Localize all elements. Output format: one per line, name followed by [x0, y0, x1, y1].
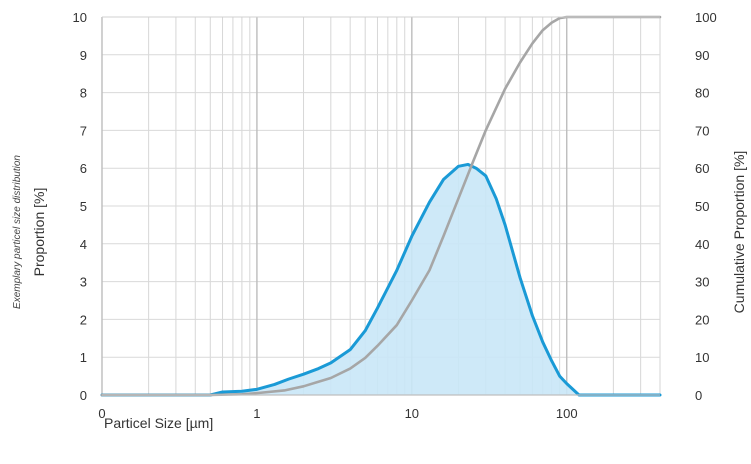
y2-tick-label: 0	[695, 388, 702, 403]
distribution-area	[102, 164, 660, 395]
x-tick-label: 10	[405, 406, 419, 421]
distribution-line	[100, 162, 662, 397]
y-tick-label: 3	[80, 275, 87, 290]
y-tick-label: 0	[80, 388, 87, 403]
y2-tick-label: 20	[695, 312, 709, 327]
x-tick-label: 0	[98, 406, 105, 421]
x-axis-title: Particel Size [µm]	[104, 415, 213, 431]
y2-tick-label: 70	[695, 123, 709, 138]
y2-axis-title: Cumulative Proportion [%]	[731, 151, 747, 314]
series-lines	[100, 15, 662, 397]
y2-tick-label: 10	[695, 350, 709, 365]
y2-tick-label: 100	[695, 10, 717, 25]
y-axis-title: Proportion [%]	[31, 188, 47, 277]
y2-tick-label: 90	[695, 48, 709, 63]
y-tick-label: 2	[80, 312, 87, 327]
plot-frame	[102, 16, 660, 396]
y2-tick-label: 50	[695, 199, 709, 214]
y-tick-label: 5	[80, 199, 87, 214]
y-tick-label: 8	[80, 86, 87, 101]
y-tick-label: 1	[80, 350, 87, 365]
y2-tick-label: 40	[695, 237, 709, 252]
y2-tick-label: 60	[695, 161, 709, 176]
cumulative-line	[100, 15, 662, 397]
chart-annotation: Exemplary particel size distribution	[12, 155, 23, 309]
y-tick-label: 7	[80, 123, 87, 138]
x-tick-label: 1	[253, 406, 260, 421]
x-tick-label: 100	[556, 406, 578, 421]
y-tick-label: 9	[80, 48, 87, 63]
distribution-fill	[102, 164, 660, 395]
y2-tick-label: 80	[695, 86, 709, 101]
y-tick-label: 4	[80, 237, 87, 252]
y-tick-label: 6	[80, 161, 87, 176]
y2-tick-label: 30	[695, 275, 709, 290]
y-tick-label: 10	[73, 10, 87, 25]
